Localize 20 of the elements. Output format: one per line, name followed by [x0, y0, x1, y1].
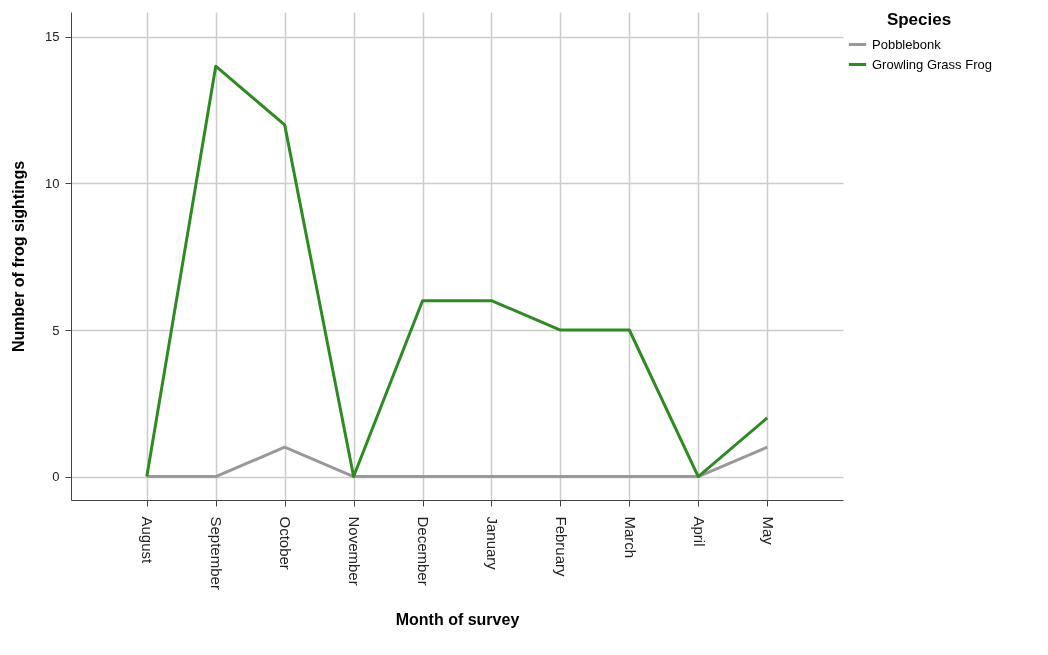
- x-tick-label: November: [346, 516, 364, 586]
- line-series: [145, 64, 769, 479]
- x-axis-title: Month of survey: [395, 610, 520, 628]
- y-tick-label: 5: [52, 322, 60, 338]
- x-tick-label: May: [759, 516, 777, 546]
- legend-title: Species: [886, 10, 952, 29]
- y-axis-title: Number of frog sightings: [10, 160, 28, 353]
- x-tick-label: September: [208, 516, 226, 590]
- x-tick-label: October: [277, 516, 295, 570]
- x-tick-label: March: [621, 516, 639, 559]
- x-tick-label: January: [483, 516, 501, 571]
- x-tick-label: August: [139, 516, 157, 565]
- y-tick-label: 15: [45, 29, 60, 45]
- y-tick-label: 0: [52, 469, 60, 485]
- y-tick-label: 10: [45, 175, 60, 191]
- x-tick-label: April: [690, 516, 708, 547]
- x-tick-label: February: [552, 516, 570, 578]
- legend-label: Pobblebonk: [872, 36, 942, 52]
- x-tick-label: December: [415, 516, 433, 586]
- legend-label: Growling Grass Frog: [872, 56, 992, 72]
